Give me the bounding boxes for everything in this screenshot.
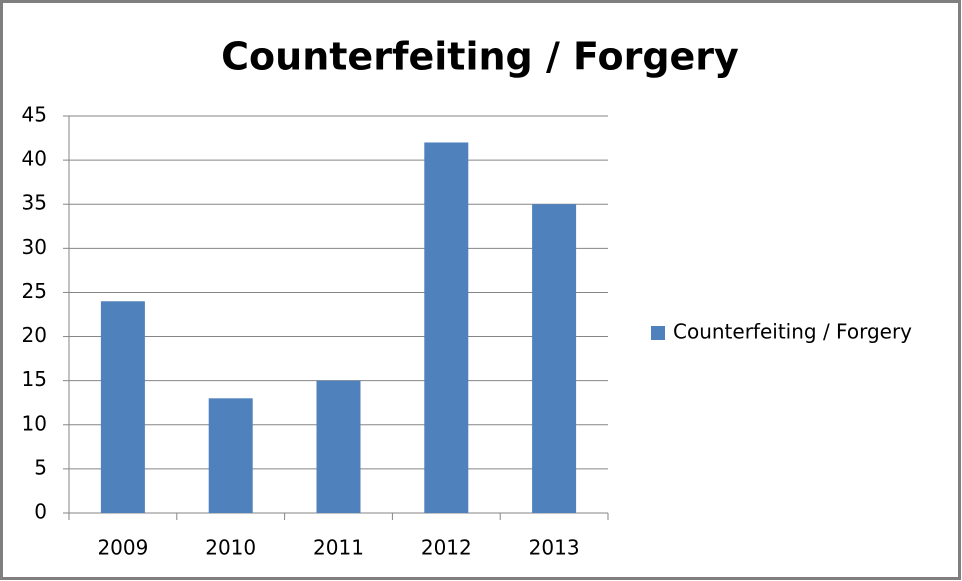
y-tick-label: 20: [22, 323, 47, 347]
y-tick-label: 15: [22, 367, 47, 391]
legend-label: Counterfeiting / Forgery: [673, 320, 912, 344]
y-tick-label: 10: [22, 411, 47, 435]
x-tick-label: 2011: [313, 536, 364, 560]
bar: [208, 398, 253, 513]
y-tick-label: 45: [22, 103, 47, 127]
bar: [424, 142, 469, 513]
x-tick-label: 2010: [205, 536, 256, 560]
chart-title: Counterfeiting / Forgery: [221, 35, 739, 79]
x-tick-label: 2013: [529, 536, 580, 560]
bar: [532, 204, 577, 513]
y-tick-label: 0: [34, 500, 47, 524]
y-tick-label: 35: [22, 191, 47, 215]
y-tick-label: 40: [22, 147, 47, 171]
x-tick-label: 2009: [97, 536, 148, 560]
bar: [316, 380, 361, 513]
y-tick-label: 25: [22, 279, 47, 303]
y-tick-label: 5: [34, 455, 47, 479]
bar: [100, 301, 145, 513]
x-tick-label: 2012: [421, 536, 472, 560]
y-tick-label: 30: [22, 235, 47, 259]
legend-swatch: [651, 326, 665, 340]
